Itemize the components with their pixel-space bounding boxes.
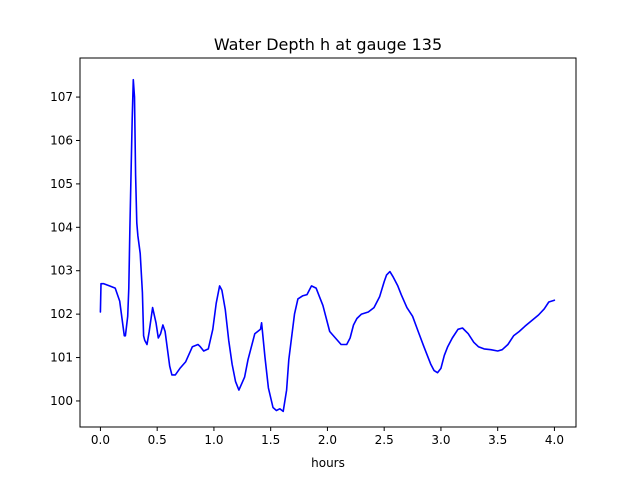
series-line [99, 78, 556, 413]
y-tick-label: 107 [50, 90, 73, 104]
y-tick-label: 106 [50, 133, 73, 147]
x-tick-label: 1.5 [261, 433, 280, 447]
series-layer [99, 78, 556, 413]
x-tick-label: 2.0 [318, 433, 337, 447]
y-axis: 100 101 102 103 104 105 106 107 [50, 90, 80, 408]
y-tick-label: 101 [50, 351, 73, 365]
x-tick-label: 0.0 [91, 433, 110, 447]
x-tick-label: 0.5 [148, 433, 167, 447]
x-axis-label: hours [311, 456, 345, 470]
x-tick-label: 3.0 [431, 433, 450, 447]
y-tick-label: 102 [50, 307, 73, 321]
y-tick-label: 104 [50, 220, 73, 234]
x-tick-label: 2.5 [375, 433, 394, 447]
plot-frame [79, 57, 577, 428]
chart-title: Water Depth h at gauge 135 [214, 35, 442, 54]
x-tick-label: 4.0 [545, 433, 564, 447]
x-tick-label: 1.0 [204, 433, 223, 447]
x-axis: 0.0 0.5 1.0 1.5 2.0 2.5 3.0 3.5 4.0 [91, 427, 564, 447]
y-tick-label: 100 [50, 394, 73, 408]
y-tick-label: 103 [50, 264, 73, 278]
x-tick-label: 3.5 [488, 433, 507, 447]
plot-area [80, 58, 576, 427]
y-tick-label: 105 [50, 177, 73, 191]
